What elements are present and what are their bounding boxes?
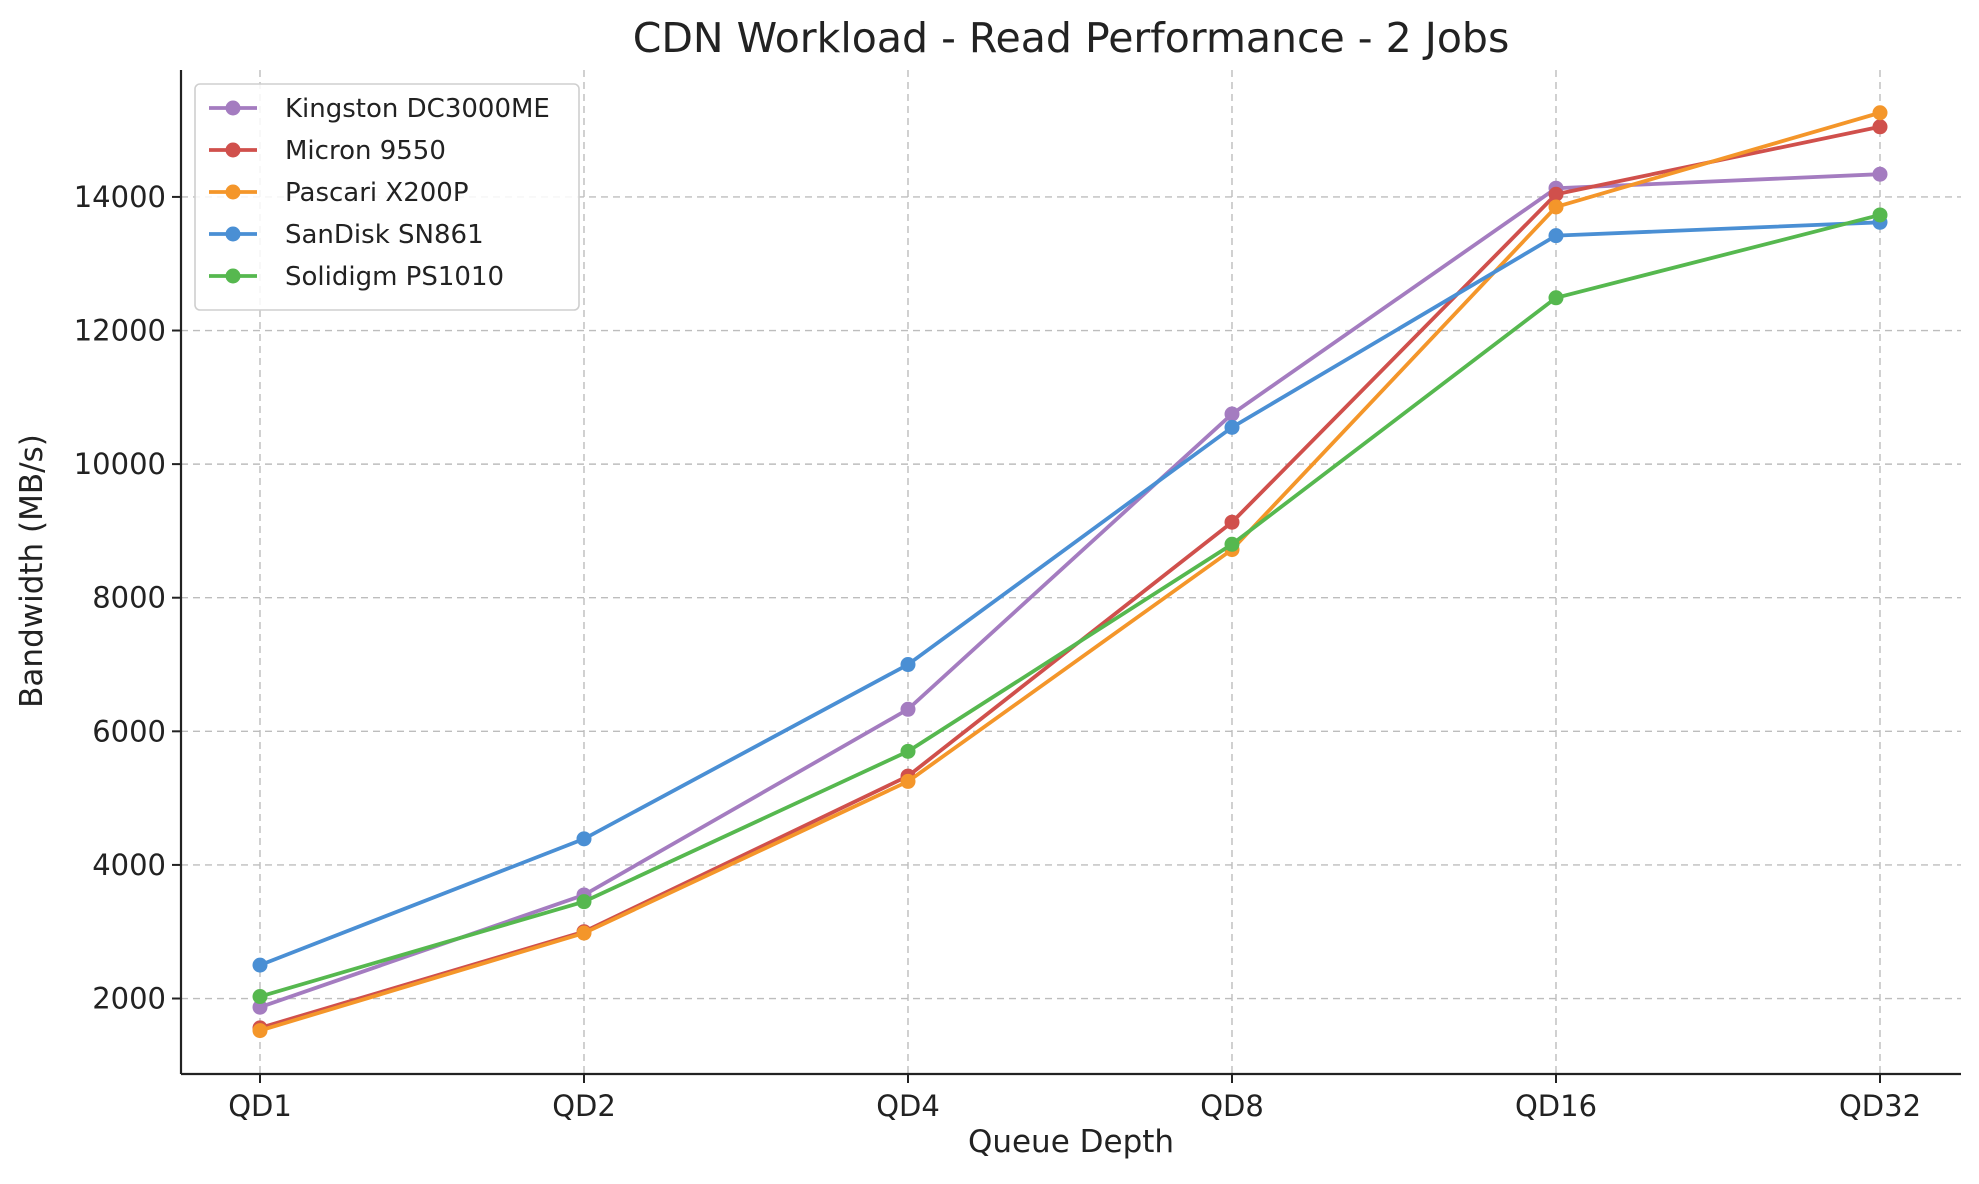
series-solidigm-ps1010 [252, 207, 1888, 1005]
data-point [1872, 105, 1888, 121]
legend-item: Kingston DC3000ME [209, 94, 550, 124]
data-point [1224, 419, 1240, 435]
legend-item: Pascari X200P [209, 178, 469, 208]
y-tick-label: 6000 [92, 714, 166, 748]
axes: 2000 4000 6000 8000 10000 12000 14000 QD1 QD2 QD4… [74, 70, 1961, 1123]
series-line [258, 110, 1882, 1033]
chart-title: CDN Workload - Read Performance - 2 Jobs [633, 14, 1510, 62]
data-point [1548, 199, 1564, 215]
legend-label: Micron 9550 [285, 136, 446, 166]
data-point [1548, 186, 1564, 202]
series-layer [252, 105, 1888, 1039]
legend-label: Solidigm PS1010 [285, 262, 504, 292]
series-line [258, 213, 1882, 999]
x-tick-label: QD1 [228, 1089, 292, 1123]
legend-marker [225, 142, 241, 158]
legend-item: Solidigm PS1010 [209, 262, 504, 292]
legend-marker [225, 268, 241, 284]
x-tick-label: QD32 [1839, 1089, 1921, 1123]
legend-marker [225, 184, 241, 200]
data-point [1224, 536, 1240, 552]
grid [181, 70, 1961, 1074]
data-point [576, 925, 592, 941]
data-point [1872, 166, 1888, 182]
data-point [1224, 406, 1240, 422]
y-tick-label: 4000 [92, 848, 166, 882]
y-tick-label: 2000 [92, 982, 166, 1016]
y-tick-label: 12000 [74, 314, 166, 348]
data-point [1224, 514, 1240, 530]
series-line [258, 172, 1882, 1010]
data-point [900, 657, 916, 673]
data-point [900, 773, 916, 789]
y-tick-label: 10000 [74, 447, 166, 481]
data-point [1548, 290, 1564, 306]
data-point [1872, 207, 1888, 223]
legend-marker [225, 226, 241, 242]
data-point [252, 957, 268, 973]
legend-item: Micron 9550 [209, 136, 446, 166]
x-tick-label: QD2 [552, 1089, 616, 1123]
legend-item: SanDisk SN861 [209, 220, 484, 250]
legend-label: Kingston DC3000ME [285, 94, 550, 124]
data-point [576, 831, 592, 847]
data-point [1872, 119, 1888, 135]
data-point [900, 701, 916, 717]
series-sandisk-sn861 [252, 214, 1888, 973]
data-point [900, 743, 916, 759]
y-tick-label: 8000 [92, 581, 166, 615]
legend: Kingston DC3000ME Micron 9550 Pascari X200… [194, 83, 580, 311]
data-point [252, 999, 268, 1015]
y-axis-label: Bandwidth (MB/s) [14, 434, 50, 708]
y-tick-label: 14000 [74, 180, 166, 214]
data-point [252, 1023, 268, 1039]
x-tick-label: QD16 [1515, 1089, 1597, 1123]
legend-label: SanDisk SN861 [285, 220, 484, 250]
legend-marker [225, 100, 241, 116]
data-point [1548, 228, 1564, 244]
data-point [576, 894, 592, 910]
x-tick-label: QD8 [1200, 1089, 1264, 1123]
series-line [258, 220, 1882, 968]
x-tick-label: QD4 [876, 1089, 940, 1123]
legend-frame [194, 83, 580, 311]
legend-label: Pascari X200P [285, 178, 469, 208]
x-axis-label: Queue Depth [968, 1124, 1174, 1160]
data-point [252, 989, 268, 1005]
